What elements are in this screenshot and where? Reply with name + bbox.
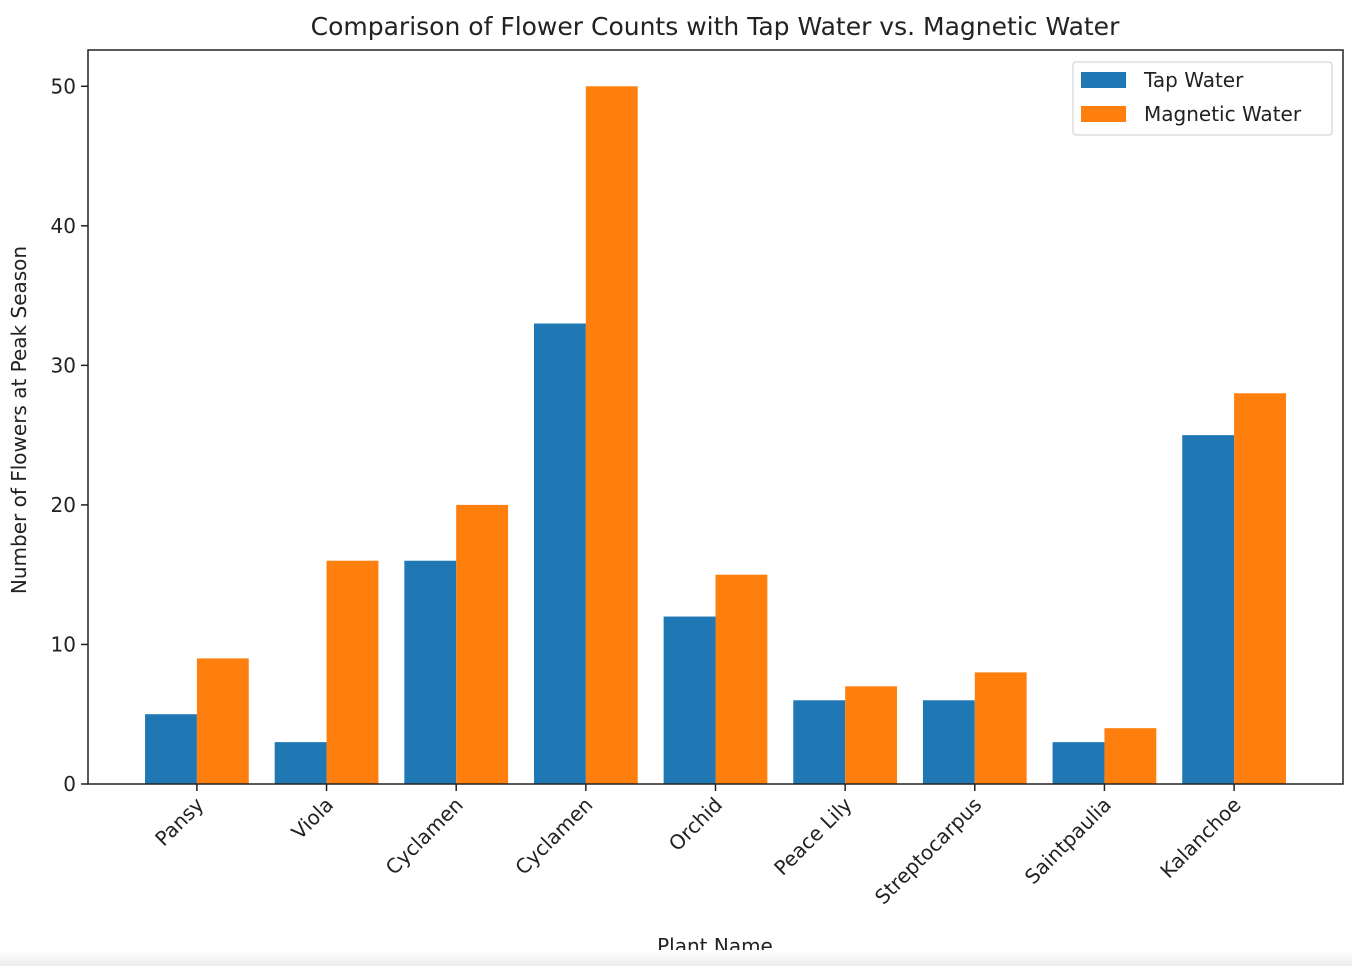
y-tick-label: 40: [51, 214, 76, 238]
bar-magnetic-water: [845, 686, 898, 784]
legend-label-tap-water: Tap Water: [1143, 68, 1244, 92]
bar-magnetic-water: [1104, 728, 1157, 784]
legend: Tap Water Magnetic Water: [1072, 61, 1333, 136]
x-tick-label: Orchid: [664, 793, 727, 856]
bar-tap-water: [533, 323, 586, 784]
x-tick-label: Streptocarpus: [870, 793, 986, 909]
bar-tap-water: [663, 616, 716, 784]
y-tick-label: 0: [63, 772, 76, 796]
bar-magnetic-water: [196, 658, 249, 784]
bar-tap-water: [1182, 435, 1235, 784]
y-tick-label: 30: [51, 353, 76, 377]
x-tick-label: Viola: [287, 793, 339, 845]
bar-tap-water: [1052, 742, 1105, 784]
legend-swatch-magnetic-water: [1081, 106, 1126, 122]
y-tick-label: 50: [51, 74, 76, 98]
bar-magnetic-water: [326, 560, 379, 784]
bar-tap-water: [922, 700, 975, 784]
x-tick-label: Cyclamen: [381, 793, 468, 880]
bar-magnetic-water: [974, 672, 1027, 784]
y-tick-label: 10: [51, 632, 76, 656]
legend-frame: [1072, 61, 1333, 136]
bar-tap-water: [793, 700, 846, 784]
y-tick-label: 20: [51, 493, 76, 517]
bar-tap-water: [274, 742, 327, 784]
bar-magnetic-water: [715, 574, 768, 784]
y-axis-label: Number of Flowers at Peak Season: [7, 246, 31, 594]
x-tick-label: Pansy: [150, 792, 208, 850]
bar-magnetic-water: [585, 86, 638, 784]
chart-title: Comparison of Flower Counts with Tap Wat…: [311, 12, 1120, 41]
legend-label-magnetic-water: Magnetic Water: [1144, 102, 1302, 126]
bar-tap-water: [145, 714, 197, 784]
x-tick-label: Kalanchoe: [1155, 793, 1245, 883]
x-tick-label: Saintpaulia: [1020, 793, 1116, 889]
bottom-fade: [0, 950, 1352, 966]
bar-tap-water: [404, 560, 457, 784]
legend-swatch-tap-water: [1081, 72, 1126, 88]
bar-magnetic-water: [1234, 393, 1286, 784]
bar-magnetic-water: [456, 504, 509, 784]
x-tick-label: Peace Lily: [769, 792, 857, 880]
x-tick-label: Cyclamen: [510, 793, 597, 880]
